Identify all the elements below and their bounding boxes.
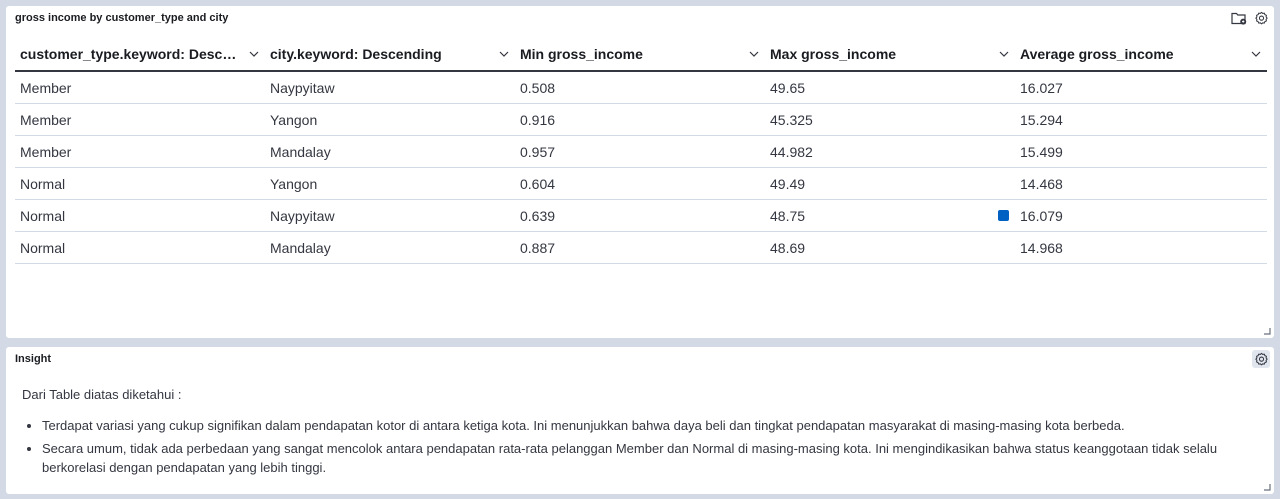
table-cell[interactable]: 49.65	[770, 79, 806, 96]
table-cell[interactable]: 48.75	[770, 207, 806, 224]
table-cell[interactable]: Member	[20, 79, 72, 96]
table-cell[interactable]: 49.49	[770, 175, 806, 192]
table-cell[interactable]: Normal	[20, 239, 66, 256]
table-cell[interactable]: 0.916	[520, 111, 556, 128]
table-cell[interactable]: 0.604	[520, 175, 556, 192]
table-cell[interactable]: Mandalay	[270, 143, 331, 160]
insight-bullet: Terdapat variasi yang cukup signifikan d…	[42, 416, 1260, 435]
table-header: customer_type.keyword: Descending city.k…	[15, 38, 1267, 72]
insight-panel: Insight Dari Table diatas diketahui : Te…	[5, 346, 1275, 495]
table-cell[interactable]: 0.639	[520, 207, 556, 224]
table-cell[interactable]: Naypyitaw	[270, 207, 335, 224]
chevron-down-icon[interactable]	[1251, 51, 1261, 57]
table-cell[interactable]: 44.982	[770, 143, 813, 160]
column-header-max-gross-income[interactable]: Max gross_income	[765, 38, 1015, 70]
table-row: Member Yangon 0.916 45.325 15.294	[15, 104, 1267, 136]
gear-icon[interactable]	[1252, 9, 1270, 27]
folder-icon[interactable]	[1230, 9, 1248, 27]
table-cell[interactable]: 14.468	[1020, 175, 1063, 192]
table-cell[interactable]: Normal	[20, 207, 66, 224]
column-header-average-gross-income[interactable]: Average gross_income	[1015, 38, 1267, 70]
column-header-label: customer_type.keyword: Descending	[20, 46, 242, 62]
resize-handle-icon[interactable]	[1264, 328, 1271, 335]
column-header-label: Average gross_income	[1020, 46, 1174, 62]
table-cell[interactable]: 16.027	[1020, 79, 1063, 96]
chevron-down-icon[interactable]	[249, 51, 259, 57]
chevron-down-icon[interactable]	[749, 51, 759, 57]
table-cell[interactable]: 48.69	[770, 239, 806, 256]
column-header-min-gross-income[interactable]: Min gross_income	[515, 38, 765, 70]
table-cell-value: 16.079	[1020, 207, 1063, 224]
insight-intro: Dari Table diatas diketahui :	[22, 387, 182, 402]
table-cell[interactable]: 0.508	[520, 79, 556, 96]
column-header-city[interactable]: city.keyword: Descending	[265, 38, 515, 70]
table-row: Normal Mandalay 0.887 48.69 14.968	[15, 232, 1267, 264]
column-header-customer-type[interactable]: customer_type.keyword: Descending	[15, 38, 265, 70]
cell-action-icon[interactable]	[998, 210, 1009, 221]
table-cell[interactable]: 14.968	[1020, 239, 1063, 256]
panel-actions	[1252, 350, 1270, 368]
table-cell[interactable]: 15.294	[1020, 111, 1063, 128]
column-header-label: Max gross_income	[770, 46, 897, 62]
chevron-down-icon[interactable]	[499, 51, 509, 57]
column-header-label: city.keyword: Descending	[270, 46, 442, 62]
chevron-down-icon[interactable]	[999, 51, 1009, 57]
panel-title: gross income by customer_type and city	[15, 12, 229, 24]
table-cell[interactable]: Yangon	[270, 175, 318, 192]
table-cell[interactable]: 0.957	[520, 143, 556, 160]
column-header-label: Min gross_income	[520, 46, 643, 62]
gear-icon[interactable]	[1252, 350, 1270, 368]
insight-text: Dari Table diatas diketahui : Terdapat v…	[22, 387, 1260, 481]
table-cell[interactable]: Mandalay	[270, 239, 331, 256]
table-cell[interactable]: Member	[20, 111, 72, 128]
panel-title: Insight	[15, 353, 52, 365]
table-row: Member Mandalay 0.957 44.982 15.499	[15, 136, 1267, 168]
table-cell[interactable]: 15.499	[1020, 143, 1063, 160]
table-cell[interactable]: Normal	[20, 175, 66, 192]
data-table: customer_type.keyword: Descending city.k…	[15, 38, 1267, 264]
table-cell[interactable]: 0.887	[520, 239, 556, 256]
table-cell[interactable]: Naypyitaw	[270, 79, 335, 96]
table-cell[interactable]: 45.325	[770, 111, 813, 128]
table-panel: gross income by customer_type and city c…	[5, 5, 1275, 339]
table-row: Normal Yangon 0.604 49.49 14.468	[15, 168, 1267, 200]
insight-list: Terdapat variasi yang cukup signifikan d…	[22, 416, 1260, 477]
panel-actions	[1230, 9, 1270, 27]
table-row: Member Naypyitaw 0.508 49.65 16.027	[15, 72, 1267, 104]
table-cell[interactable]: Yangon	[270, 111, 318, 128]
table-cell[interactable]: Member	[20, 143, 72, 160]
resize-handle-icon[interactable]	[1264, 484, 1271, 491]
table-cell-selected[interactable]: 16.079	[998, 200, 1267, 231]
table-row: Normal Naypyitaw 0.639 48.75 16.079	[15, 200, 1267, 232]
insight-bullet: Secara umum, tidak ada perbedaan yang sa…	[42, 439, 1260, 477]
